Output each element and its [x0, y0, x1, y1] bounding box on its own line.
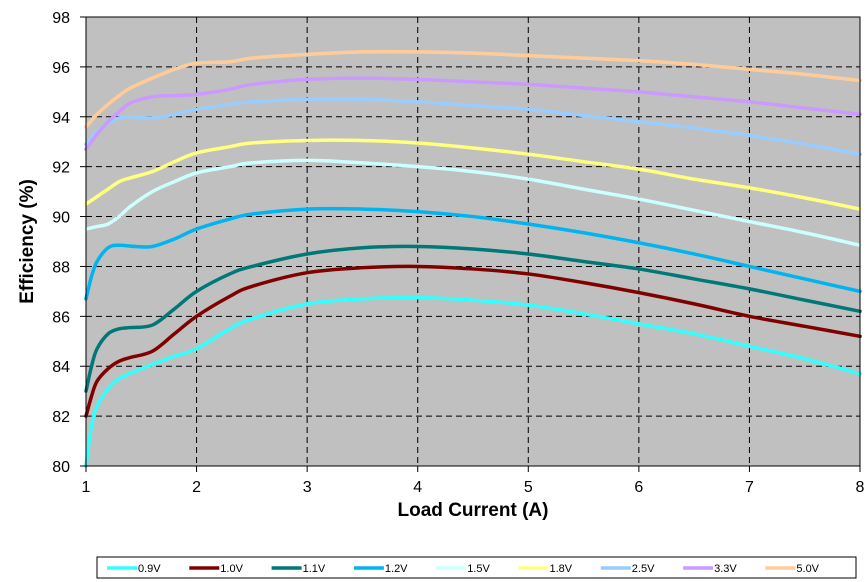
legend-label: 1.5V [467, 563, 490, 575]
y-tick-label: 96 [52, 60, 70, 77]
x-axis-ticks: 1 2 3 4 5 6 7 8 [82, 466, 865, 496]
series-line-3-3v [84, 76, 862, 151]
x-tick-label: 7 [745, 479, 754, 496]
series-lines [84, 49, 862, 468]
x-axis-title: Load Current (A) [398, 500, 549, 521]
x-tick-label: 6 [634, 479, 643, 496]
series-line-1-8v [84, 138, 862, 211]
plot-area [86, 17, 860, 466]
y-tick-label: 90 [52, 210, 70, 227]
legend-label: 1.1V [303, 563, 326, 575]
y-tick-label: 84 [52, 359, 70, 376]
series-line-1-1v [84, 244, 862, 393]
legend-label: 1.2V [385, 563, 408, 575]
y-tick-label: 94 [52, 110, 70, 127]
y-tick-label: 88 [52, 259, 70, 276]
legend-label: 1.0V [220, 563, 243, 575]
x-tick-label: 1 [82, 479, 91, 496]
legend-label: 1.8V [550, 563, 573, 575]
legend-label: 5.0V [796, 563, 819, 575]
y-tick-label: 82 [52, 409, 70, 426]
x-tick-label: 4 [413, 479, 422, 496]
x-tick-label: 2 [192, 479, 201, 496]
y-tick-label: 86 [52, 309, 70, 326]
y-tick-label: 98 [52, 10, 70, 27]
series-line-1-0v [84, 264, 862, 418]
legend-label: 2.5V [632, 563, 655, 575]
series-line-1-5v [84, 158, 862, 247]
y-tick-label: 92 [52, 160, 70, 177]
series-line-1-2v [84, 206, 862, 301]
x-tick-label: 5 [524, 479, 533, 496]
legend: 0.9V 1.0V 1.1V 1.2V 1.5V 1.8V 2.5V 3.3V 5.0V [96, 556, 857, 579]
series-line-5-0v [84, 49, 862, 129]
y-axis-ticks: 80 82 84 86 88 90 92 94 96 98 [52, 10, 86, 476]
series-line-2-5v [84, 97, 862, 156]
legend-label: 3.3V [714, 563, 737, 575]
y-tick-label: 80 [52, 459, 70, 476]
series-line-0-9v [84, 295, 862, 468]
legend-box [96, 556, 857, 579]
y-axis-title: Efficiency (%) [17, 179, 38, 304]
x-tick-label: 8 [856, 479, 865, 496]
plot-frame [85, 16, 861, 467]
legend-label: 0.9V [138, 563, 161, 575]
x-tick-label: 3 [303, 479, 312, 496]
